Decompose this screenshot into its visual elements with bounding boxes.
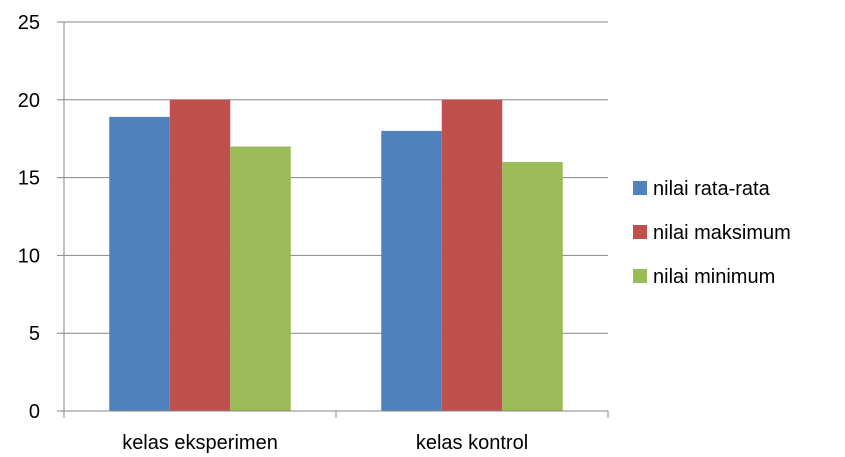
- bars: [109, 99, 563, 412]
- legend-swatch: [633, 269, 647, 283]
- bar-nilai-maksimum-kelas-kontrol: [441, 99, 503, 412]
- legend-label: nilai maksimum: [653, 222, 791, 244]
- bar-nilai-minimum-kelas-eksperimen: [230, 146, 291, 412]
- x-category-label: kelas kontrol: [416, 432, 528, 454]
- y-tick-label: 0: [29, 401, 40, 423]
- bar-nilai-minimum-kelas-kontrol: [502, 162, 563, 411]
- legend: nilai rata-rata nilai maksimum nilai minim…: [633, 178, 791, 288]
- y-tick-label: 5: [29, 323, 40, 345]
- y-tick-label: 15: [18, 168, 40, 190]
- legend-swatch: [633, 181, 647, 195]
- y-tick-label: 25: [18, 12, 40, 34]
- y-axis-ticks: 0 5 10 15 20 25: [18, 12, 40, 423]
- legend-label: nilai minimum: [653, 266, 775, 288]
- y-tick-label: 20: [18, 90, 40, 112]
- legend-swatch: [633, 225, 647, 239]
- bar-nilai-rata-rata-kelas-kontrol: [381, 130, 442, 412]
- bar-nilai-rata-rata-kelas-eksperimen: [109, 116, 170, 411]
- bar-nilai-maksimum-kelas-eksperimen: [169, 99, 231, 412]
- x-category-label: kelas eksperimen: [122, 432, 278, 454]
- y-tick-label: 10: [18, 245, 40, 267]
- x-axis-labels: kelas eksperimen kelas kontrol: [122, 432, 528, 454]
- axes: [57, 21, 609, 418]
- legend-label: nilai rata-rata: [653, 178, 771, 200]
